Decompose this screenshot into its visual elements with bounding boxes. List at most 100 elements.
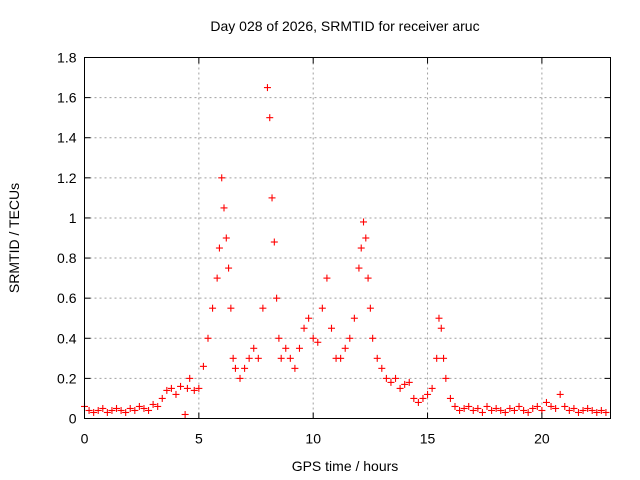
data-point (337, 354, 345, 362)
data-point (520, 406, 528, 414)
data-point (195, 384, 203, 392)
data-point (163, 386, 171, 394)
data-point (154, 402, 162, 410)
data-point (584, 404, 592, 412)
data-point (94, 406, 102, 414)
data-point (346, 334, 354, 342)
y-tick-label: 0.4 (57, 330, 77, 346)
data-point (433, 354, 441, 362)
data-point (220, 204, 228, 212)
data-point (213, 274, 221, 282)
data-point (510, 406, 518, 414)
data-point (524, 408, 532, 416)
data-point (131, 406, 139, 414)
data-point (373, 354, 381, 362)
y-tick-label: 1.4 (57, 130, 77, 146)
data-point (401, 380, 409, 388)
data-point (515, 402, 523, 410)
data-point (122, 408, 130, 416)
x-tick-label: 15 (420, 431, 436, 447)
data-point (241, 364, 249, 372)
data-point (570, 404, 578, 412)
x-tick-label: 0 (81, 431, 89, 447)
data-point (199, 362, 207, 370)
data-point (424, 390, 432, 398)
data-point (440, 354, 448, 362)
data-point (273, 294, 281, 302)
data-point (218, 174, 226, 182)
data-point (396, 384, 404, 392)
data-point (99, 404, 107, 412)
data-point (222, 234, 230, 242)
data-point (204, 334, 212, 342)
data-point (593, 408, 601, 416)
x-tick-label: 5 (195, 431, 203, 447)
data-point (355, 264, 363, 272)
y-tick-label: 0.8 (57, 250, 77, 266)
data-point (547, 402, 555, 410)
data-point (149, 400, 157, 408)
data-point (437, 324, 445, 332)
data-point (295, 344, 303, 352)
y-axis-label: SRMTID / TECUs (6, 183, 22, 293)
grid (84, 57, 611, 419)
data-point (469, 406, 477, 414)
data-point (341, 344, 349, 352)
data-point (474, 404, 482, 412)
data-point (245, 354, 253, 362)
data-point (254, 354, 262, 362)
data-point (263, 84, 271, 92)
data-point (225, 264, 233, 272)
data-point (305, 314, 313, 322)
data-point (286, 354, 294, 362)
data-point (167, 384, 175, 392)
data-point (209, 304, 217, 312)
data-point (158, 394, 166, 402)
y-tick-label: 1 (69, 210, 77, 226)
y-tick-label: 1.8 (57, 50, 77, 66)
data-point (186, 374, 194, 382)
data-point (183, 384, 191, 392)
data-point (309, 334, 317, 342)
data-point (366, 304, 374, 312)
data-point (282, 344, 290, 352)
data-point (215, 244, 223, 252)
data-point (410, 394, 418, 402)
data-point (327, 324, 335, 332)
data-point (314, 338, 322, 346)
data-point (177, 382, 185, 390)
data-point (602, 408, 610, 416)
data-point (497, 406, 505, 414)
data-point (103, 408, 111, 416)
data-point (369, 334, 377, 342)
data-point (565, 406, 573, 414)
data-point (85, 406, 93, 414)
y-tick-label: 0 (69, 411, 77, 427)
data-point (492, 404, 500, 412)
data-point (275, 334, 283, 342)
data-point (268, 194, 276, 202)
data-point (266, 114, 274, 122)
data-point (172, 390, 180, 398)
data-point (117, 406, 125, 414)
data-point (446, 394, 454, 402)
data-points (81, 84, 610, 418)
data-point (456, 406, 464, 414)
data-point (277, 354, 285, 362)
data-point (250, 344, 258, 352)
data-point (300, 324, 308, 332)
data-point (501, 408, 509, 416)
y-tick-label: 1.6 (57, 90, 77, 106)
x-axis-label: GPS time / hours (292, 458, 399, 474)
y-tick-label: 1.2 (57, 170, 77, 186)
data-point (236, 374, 244, 382)
data-point (451, 402, 459, 410)
data-point (382, 374, 390, 382)
plot-frame (84, 57, 611, 419)
y-tick-label: 0.2 (57, 370, 77, 386)
data-point (108, 406, 116, 414)
data-point (392, 374, 400, 382)
data-point (350, 314, 358, 322)
data-point (552, 404, 560, 412)
